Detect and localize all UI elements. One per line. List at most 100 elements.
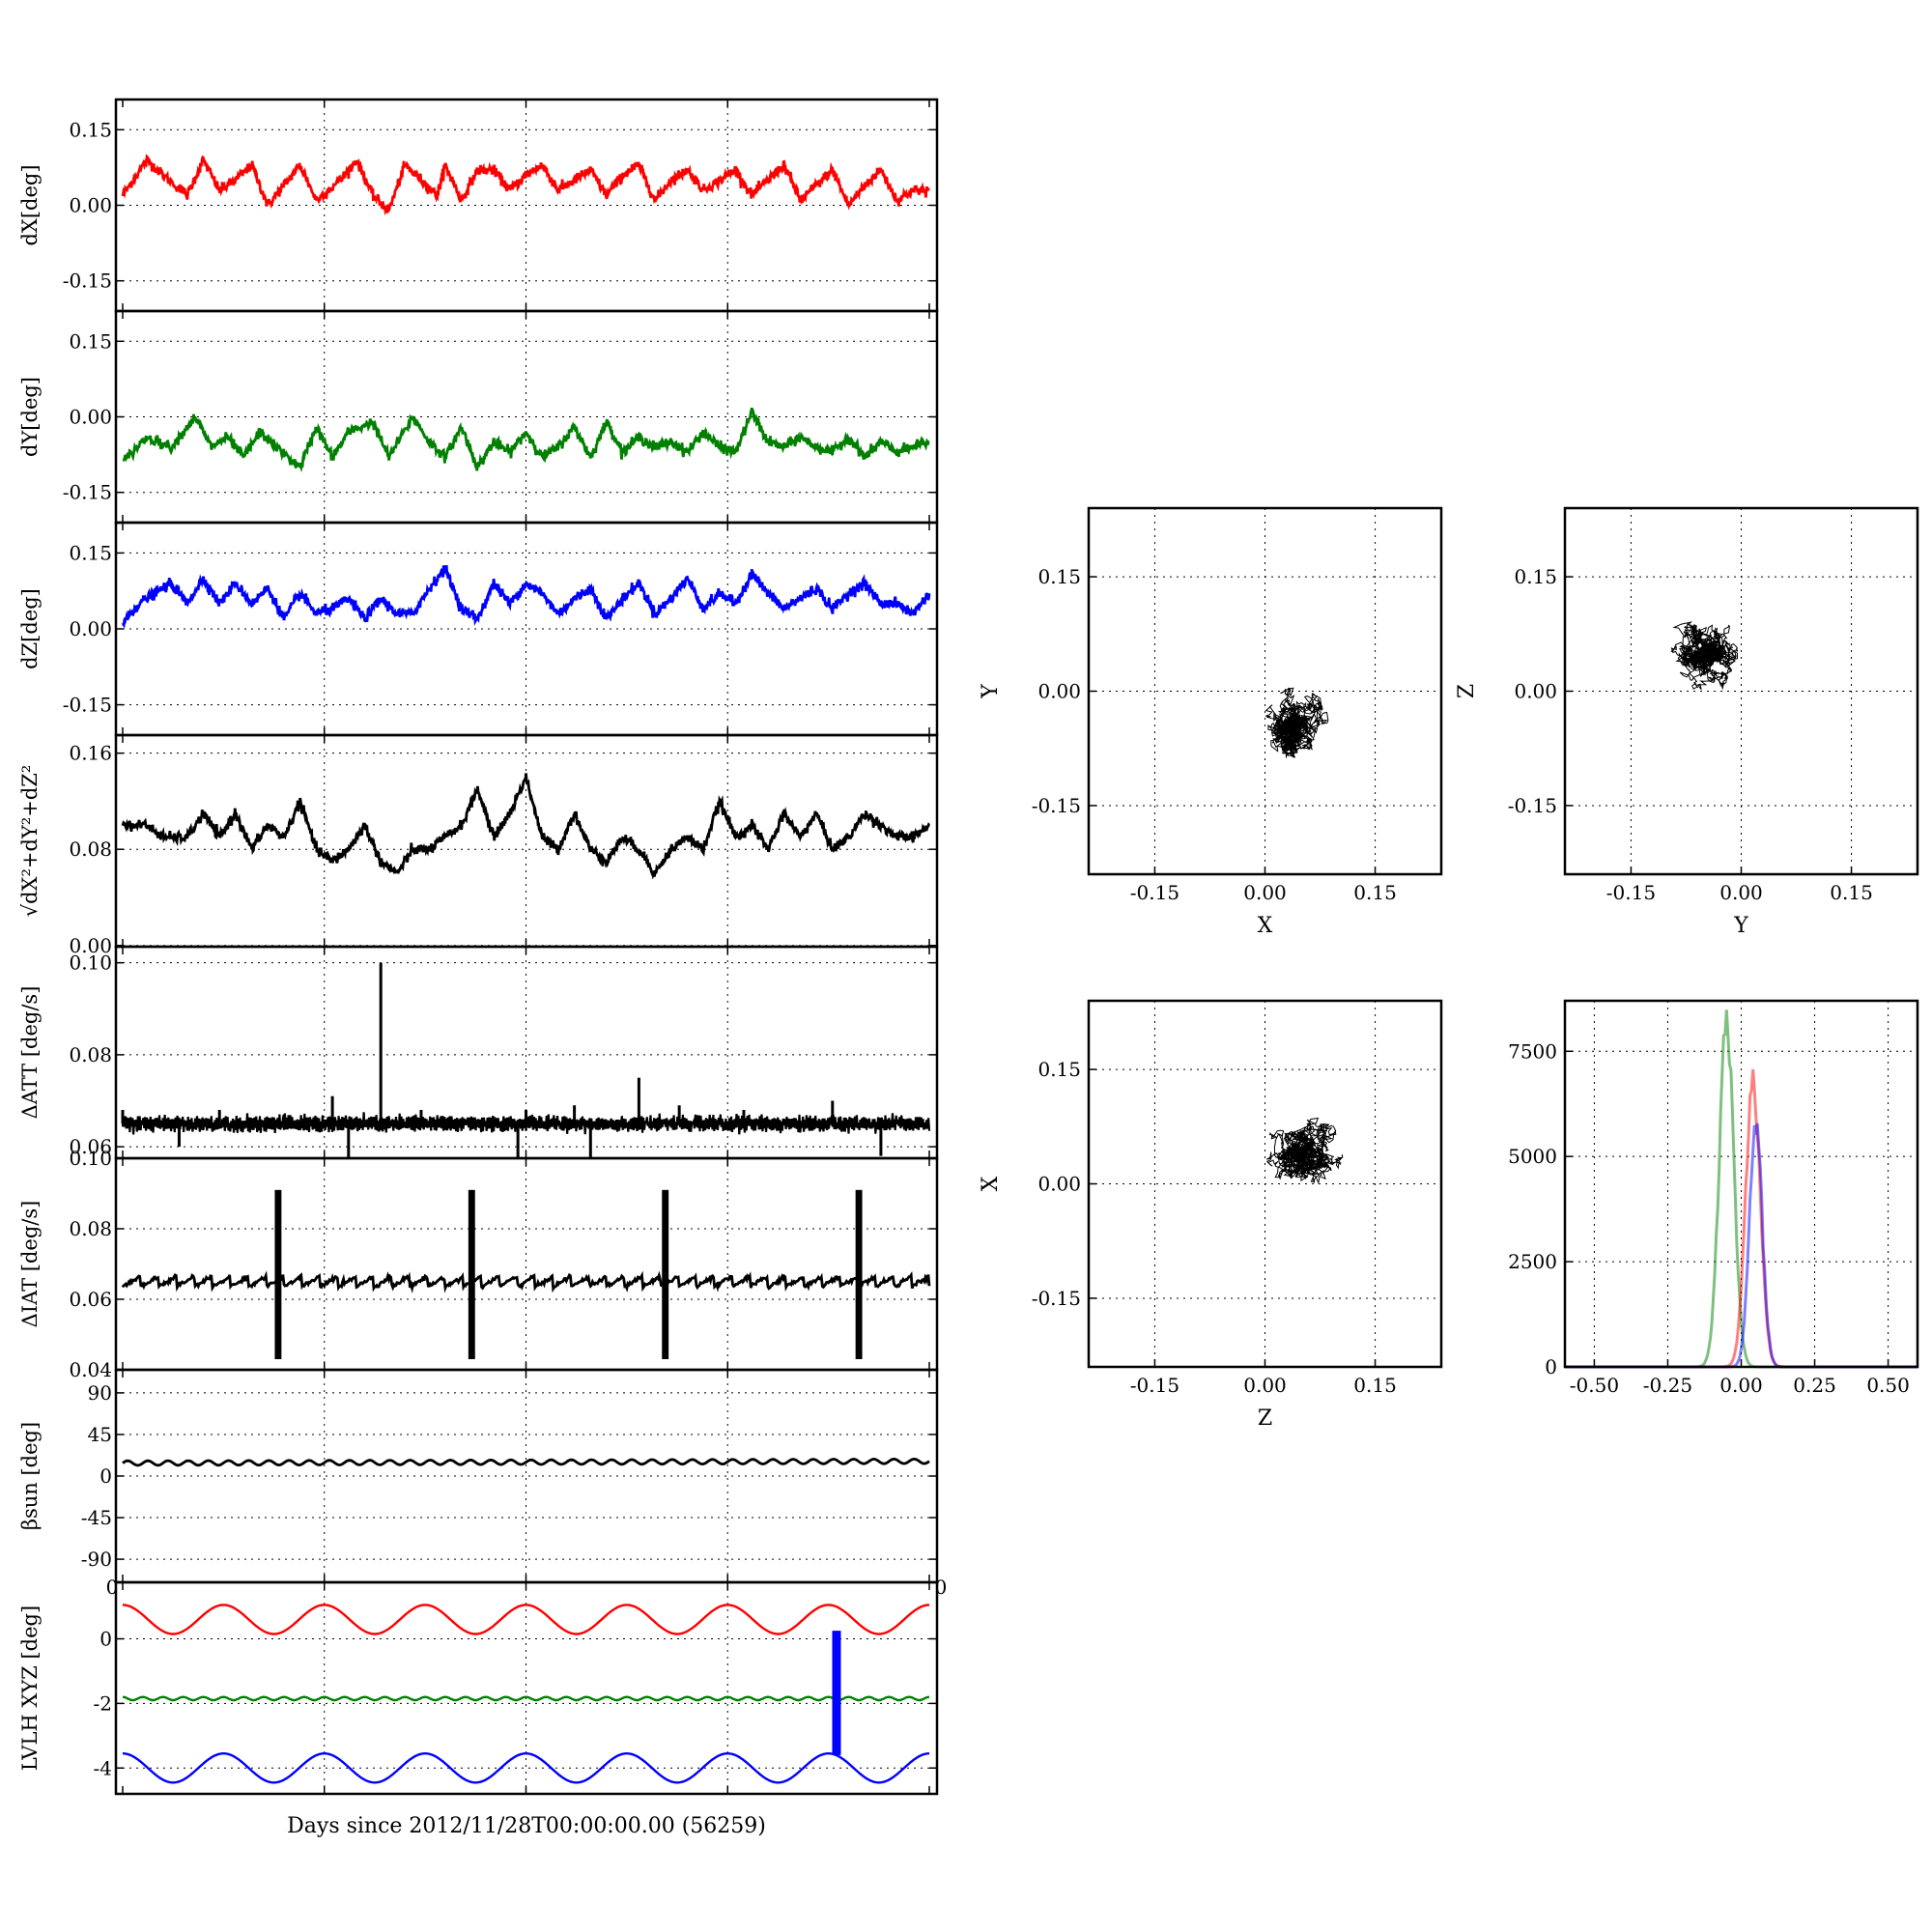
lvlh-series-0 <box>123 1604 929 1635</box>
y-tick-label: 0.08 <box>69 1043 112 1066</box>
series-line-r <box>121 773 930 880</box>
y-axis-label: ΔATT [deg/s] <box>18 986 42 1120</box>
x-tick-label: -0.15 <box>1606 881 1656 904</box>
x-tick-label: 0 <box>935 1576 948 1599</box>
series-group <box>121 154 930 216</box>
y-tick-label: 0.00 <box>69 194 112 217</box>
y-tick-label: 0.00 <box>69 617 112 640</box>
series-line-dx <box>121 154 930 216</box>
y-axis-label: dY[deg] <box>18 377 42 457</box>
scatter-trace-szx <box>1265 1117 1344 1184</box>
y-tick-label: -90 <box>81 1548 112 1571</box>
x-tick-label: 0.15 <box>1353 1374 1397 1397</box>
y-tick-label: 2500 <box>1508 1250 1557 1273</box>
panel-dy: 0.15 0.00 -0.15 dY[deg] <box>18 309 939 525</box>
y-axis-label: βsun [deg] <box>18 1422 42 1530</box>
series-line-dy <box>122 407 930 473</box>
y-axis-label: X <box>979 1176 1003 1191</box>
panel-frame <box>114 1156 939 1372</box>
scatter-sxy: -0.15 0.15 0.00 0.00 0.15 -0.15 X Y <box>979 506 1443 938</box>
series-group <box>121 962 931 1158</box>
panel-frame <box>114 1580 939 1796</box>
y-tick-label: 0.10 <box>69 952 112 975</box>
y-tick-label: 0 <box>99 1464 112 1488</box>
panel-frame <box>114 733 939 949</box>
y-axis-label: √dX²+dY²+dZ² <box>18 765 42 918</box>
histogram-panel: -0.50 -0.25 0.00 0.25 0.50 7500 5000 2500 0 <box>1508 999 1919 1397</box>
y-axis-label: LVLH XYZ [deg] <box>18 1605 42 1771</box>
x-tick-label: 0.15 <box>1353 881 1397 904</box>
panel-r: 0.16 0.08 0.00 √dX²+dY²+dZ² <box>18 733 939 957</box>
panel-frame <box>1563 506 1919 876</box>
y-tick-label: 0.08 <box>69 838 112 861</box>
y-tick-label: 0.04 <box>69 1358 112 1381</box>
y-tick-label: -0.15 <box>63 481 112 504</box>
y-tick-label: 0.06 <box>69 1135 112 1158</box>
y-tick-label: 0.15 <box>1037 565 1081 588</box>
panel-datt: 0.10 0.08 0.06 ΔATT [deg/s] <box>18 945 939 1160</box>
series-group <box>121 565 931 629</box>
panel-frame <box>1563 999 1919 1369</box>
y-tick-label: 90 <box>88 1381 112 1405</box>
lvlh-series-2 <box>123 1751 929 1784</box>
x-tick-label: 0.00 <box>1243 881 1287 904</box>
y-tick-label: 5000 <box>1508 1145 1557 1168</box>
x-tick-label: -0.15 <box>1130 1374 1179 1397</box>
y-tick-label: -0.15 <box>1508 794 1557 817</box>
panel-beta: 90 45 0 -45 -90 βsun [deg] <box>18 1368 939 1584</box>
y-tick-label: 0.00 <box>1037 1173 1081 1196</box>
y-tick-label: 0.15 <box>69 329 112 353</box>
y-tick-label: 0 <box>1545 1355 1557 1378</box>
y-tick-label: 45 <box>88 1423 112 1446</box>
x-tick-label: -0.50 <box>1570 1374 1619 1397</box>
x-tick-label: 0.25 <box>1793 1374 1836 1397</box>
y-tick-label: 0.15 <box>69 541 112 564</box>
y-tick-label: 0.15 <box>69 118 112 141</box>
scatter-szx: -0.15 0.15 0.00 0.00 0.15 -0.15 Z X <box>979 999 1443 1431</box>
panel-frame <box>1087 999 1443 1369</box>
series-line-dz <box>121 565 931 629</box>
y-tick-label: -45 <box>81 1506 112 1529</box>
y-tick-label: 0.08 <box>69 1217 112 1240</box>
panel-dz: 0.15 0.00 -0.15 dZ[deg] <box>18 521 939 737</box>
series-group <box>122 1604 930 1784</box>
scatter-trace-syz <box>1670 621 1739 691</box>
series-group <box>121 1189 931 1360</box>
scatter-trace-sxy <box>1264 687 1329 758</box>
x-tick-label: 0.00 <box>1243 1374 1287 1397</box>
series-group <box>122 1457 930 1467</box>
x-axis-label: Z <box>1258 1406 1272 1431</box>
lvlh-series-1 <box>122 1695 930 1702</box>
x-tick-label: -0.15 <box>1130 881 1179 904</box>
y-tick-label: 0.15 <box>1514 565 1557 588</box>
y-tick-label: 0.16 <box>69 742 112 765</box>
y-tick-label: 0.00 <box>1037 680 1081 703</box>
panel-diat: 0.10 0.08 0.06 0.04 ΔIAT [deg/s] <box>18 1147 939 1381</box>
y-tick-label: -0.15 <box>1032 1287 1081 1310</box>
y-tick-label: 0.06 <box>69 1288 112 1311</box>
x-tick-label: 0.00 <box>1719 1374 1763 1397</box>
series-line-diat <box>121 1270 931 1293</box>
y-tick-label: 0.15 <box>1037 1058 1081 1081</box>
panel-dx: 0.15 0.00 -0.15 dX[deg] <box>18 98 939 313</box>
series-group <box>122 407 930 473</box>
y-tick-label: 0.10 <box>69 1147 112 1170</box>
x-tick-label: 0 <box>106 1576 119 1599</box>
x-tick-label: 0.50 <box>1866 1374 1910 1397</box>
x-axis-label-days: Days since 2012/11/28T00:00:00.00 (56259… <box>287 1814 766 1838</box>
y-tick-label: -2 <box>94 1691 112 1715</box>
y-tick-label: -4 <box>94 1756 112 1779</box>
panel-lvlh: 0 -2 -4 LVLH XYZ [deg] <box>18 1580 939 1796</box>
y-tick-label: 0 <box>99 1628 112 1651</box>
x-tick-label: -0.25 <box>1643 1374 1692 1397</box>
y-tick-label: -0.15 <box>63 694 112 717</box>
y-tick-label: 7500 <box>1508 1039 1557 1063</box>
y-axis-label: ΔIAT [deg/s] <box>18 1201 42 1328</box>
x-tick-label: 0.00 <box>1719 881 1763 904</box>
y-axis-label: Z <box>1455 684 1479 698</box>
y-tick-label: 0.00 <box>69 934 112 957</box>
series-group <box>121 773 930 880</box>
series-line-beta <box>122 1457 930 1467</box>
series-line-datt <box>121 1112 931 1135</box>
